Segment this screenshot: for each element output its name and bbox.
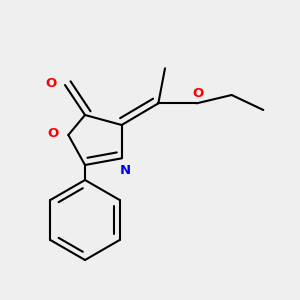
Text: O: O — [48, 127, 59, 140]
Text: O: O — [193, 87, 204, 100]
Text: N: N — [119, 164, 130, 178]
Text: O: O — [45, 77, 57, 90]
